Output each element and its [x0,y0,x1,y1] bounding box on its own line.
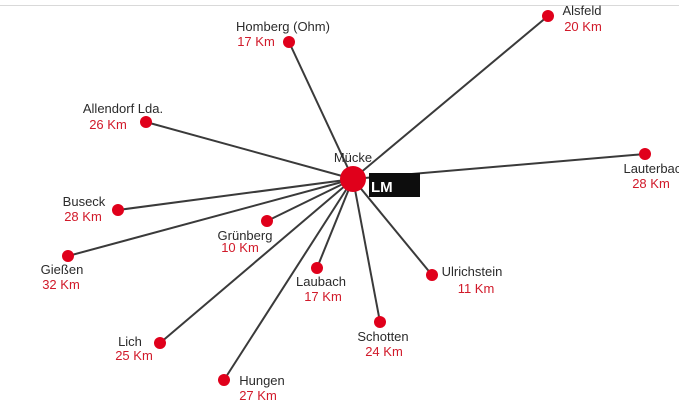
label-hungen: Hungen [239,373,285,388]
distance-laubach: 17 Km [304,289,342,304]
distance-hungen: 27 Km [239,388,277,401]
marker-giessen[interactable] [62,250,74,262]
edge-allendorf-lda [145,121,354,180]
lm-logo: LM [369,173,420,197]
marker-schotten[interactable] [374,316,386,328]
label-ulrichstein: Ulrichstein [442,264,503,279]
marker-grunberg[interactable] [261,215,273,227]
distance-ulrichstein: 11 Km [458,281,495,296]
edge-alsfeld [352,15,549,180]
edge-grunberg [266,178,354,222]
hub-mucke[interactable]: Mücke [334,150,372,192]
label-homberg-ohm: Homberg (Ohm) [236,19,330,34]
edge-lich [159,178,354,344]
top-divider [0,5,679,6]
logo-mark: LM [371,179,393,196]
distance-lauterbach: 28 Km [632,176,670,191]
connection-lines [67,15,646,381]
marker-homberg-ohm[interactable] [283,36,295,48]
edge-homberg-ohm [288,41,354,180]
place-markers [62,10,651,386]
edge-schotten [352,178,381,323]
distance-allendorf-lda: 26 Km [89,117,127,132]
label-buseck: Buseck [63,194,106,209]
marker-allendorf-lda[interactable] [140,116,152,128]
label-laubach: Laubach [296,274,346,289]
edge-ulrichstein [352,178,433,276]
edge-giessen [67,178,354,257]
edge-buseck [117,178,354,211]
marker-alsfeld[interactable] [542,10,554,22]
label-allendorf-lda: Allendorf Lda. [83,101,163,116]
label-alsfeld: Alsfeld [562,3,601,18]
distance-grunberg: 10 Km [221,240,259,255]
marker-buseck[interactable] [112,204,124,216]
distance-buseck: 28 Km [64,209,102,224]
marker-lauterbach[interactable] [639,148,651,160]
marker-hungen[interactable] [218,374,230,386]
distance-homberg-ohm: 17 Km [237,34,275,49]
label-grunberg: Grünberg [218,228,273,243]
marker-ulrichstein[interactable] [426,269,438,281]
distance-alsfeld: 20 Km [564,19,602,34]
label-schotten: Schotten [357,329,408,344]
edge-laubach [316,178,354,269]
hub-label: Mücke [334,150,372,165]
edge-hungen [223,178,354,381]
marker-lich[interactable] [154,337,166,349]
logo-background [369,173,420,197]
distance-lich: 25 Km [115,348,153,363]
marker-laubach[interactable] [311,262,323,274]
hub-marker[interactable] [340,166,366,192]
distance-schotten: 24 Km [365,344,403,359]
distance-giessen: 32 Km [42,277,80,292]
label-lich: Lich [118,334,142,349]
label-giessen: Gießen [41,262,84,277]
label-lauterbach: Lauterbach [623,161,679,176]
